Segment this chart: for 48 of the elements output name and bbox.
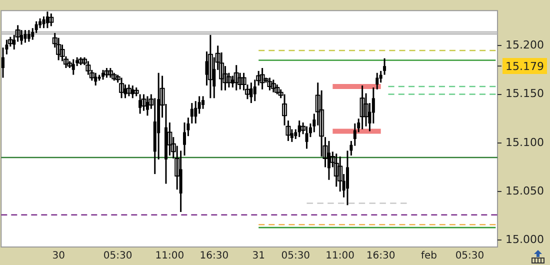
x-tick-label: 11:00: [326, 250, 354, 262]
x-tick-label: 16:30: [366, 250, 396, 262]
candlestick: [48, 12, 54, 27]
candlestick: [282, 94, 288, 126]
candlestick: [260, 67, 265, 90]
candlestick: [353, 122, 356, 147]
text: 15.179: [506, 60, 544, 73]
candlestick: [267, 76, 272, 92]
candlestick: [194, 100, 198, 124]
candlestick: [202, 95, 205, 110]
x-tick-label: 05:30: [455, 250, 484, 262]
x-tick-label: 30: [52, 250, 65, 262]
x-tick-label: 31: [252, 250, 265, 262]
y-tick-label: 15.100: [506, 136, 544, 149]
candlestick: [104, 67, 110, 78]
candlestick: [274, 84, 280, 96]
candlestick: [270, 78, 276, 94]
y-tick-label: 15.200: [506, 38, 544, 52]
y-tick-label: 15.150: [506, 87, 544, 100]
candlestick: [27, 29, 30, 42]
candlestick: [167, 122, 172, 156]
y-tick-label: 15.000: [506, 233, 544, 246]
x-tick-label: feb: [420, 250, 437, 262]
candlestick: [119, 76, 124, 99]
candlestick: [346, 150, 349, 206]
y-tick-label: 15.050: [506, 184, 544, 198]
candlestick: [383, 58, 386, 76]
x-tick-label: 11:00: [155, 250, 184, 262]
candlestick: [376, 72, 379, 90]
candlestick: [102, 69, 105, 80]
candlestick: [141, 94, 146, 112]
candlestick: [108, 67, 113, 78]
candlestick: [2, 46, 4, 78]
candlestick: [334, 152, 339, 188]
candlestick: [360, 84, 365, 130]
candlestick: [253, 78, 256, 102]
candlestick: [56, 37, 62, 61]
x-tick-label: 05:30: [103, 250, 132, 262]
candlestick: [42, 16, 46, 29]
candlestick: [208, 34, 213, 99]
candlestick: [286, 120, 291, 142]
x-tick-label: 16:30: [200, 250, 229, 262]
candlestick: [183, 122, 186, 156]
candlestick: [190, 102, 194, 124]
candlestick: [24, 29, 27, 44]
candlestick: [126, 84, 132, 97]
candlestick: [234, 64, 239, 92]
x-tick-label: 05:30: [281, 250, 310, 262]
